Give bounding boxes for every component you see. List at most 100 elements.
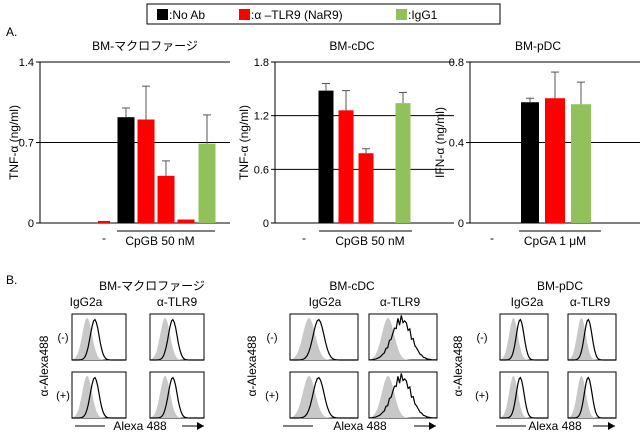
x-label-treatment: CpGB 50 nM bbox=[335, 234, 404, 248]
histogram-box bbox=[71, 371, 127, 419]
isotype-histogram bbox=[290, 317, 358, 360]
histogram-box bbox=[149, 371, 205, 419]
stain-histogram bbox=[290, 318, 358, 361]
histogram-title: BM-マクロファージ bbox=[99, 279, 205, 293]
histogram-set-0: BM-マクロファージ IgG2a α-TLR9 α-Alexa488 (-) (+) Ale… bbox=[37, 279, 205, 433]
histogram-x-label: Alexa 488 bbox=[528, 419, 582, 433]
col-label-igg2a: IgG2a bbox=[70, 295, 103, 309]
y-tick-label: 0.8 bbox=[449, 57, 464, 69]
chart-title: BM-マクロファージ bbox=[92, 39, 198, 53]
histogram-y-label: α-Alexa488 bbox=[245, 335, 259, 396]
col-label-igg2a: IgG2a bbox=[511, 295, 544, 309]
stain-histogram bbox=[290, 376, 358, 419]
col-label-tlr9: α-TLR9 bbox=[380, 295, 421, 309]
histogram-box bbox=[567, 371, 617, 419]
bar-no_ab bbox=[318, 90, 334, 223]
isotype-histogram bbox=[72, 317, 126, 360]
bar-no_ab bbox=[117, 117, 135, 223]
bar-tlr9_b bbox=[358, 153, 374, 223]
histogram-y-label: α-Alexa488 bbox=[37, 335, 51, 396]
isotype-histogram bbox=[500, 317, 548, 360]
y-tick-label: 0 bbox=[28, 218, 34, 230]
histogram-box bbox=[368, 313, 438, 361]
isotype-histogram bbox=[150, 317, 204, 360]
row-label: (+) bbox=[265, 390, 279, 402]
arrowhead-icon bbox=[429, 422, 436, 430]
bar-chart-0: BM-マクロファージ TNF-α (ng/ml) 0 0.7 1.4 - CpGB 50 n… bbox=[7, 39, 230, 248]
bar-igg1 bbox=[198, 143, 216, 223]
x-label-neg: - bbox=[490, 231, 494, 245]
col-label-tlr9: α-TLR9 bbox=[157, 295, 198, 309]
stain-histogram bbox=[368, 373, 438, 419]
legend-label-igg1: :IgG1 bbox=[408, 8, 438, 22]
histogram-set-1: BM-cDC IgG2a α-TLR9 α-Alexa488 (-) (+) Alexa 4… bbox=[245, 279, 438, 433]
histogram-box bbox=[71, 313, 127, 361]
y-tick-label: 0 bbox=[458, 218, 464, 230]
panel-b-label: B. bbox=[6, 273, 17, 287]
y-tick-label: 0.6 bbox=[254, 164, 269, 176]
stain-histogram bbox=[500, 318, 548, 361]
col-label-tlr9: α-TLR9 bbox=[570, 295, 611, 309]
histogram-box bbox=[289, 313, 359, 361]
col-label-igg2a: IgG2a bbox=[309, 295, 342, 309]
histogram-y-label: α-Alexa488 bbox=[451, 335, 465, 396]
histogram-box bbox=[368, 371, 438, 419]
stain-histogram bbox=[72, 318, 126, 361]
legend-label-tlr9: :α –TLR9 (NaR9) bbox=[251, 8, 343, 22]
bar-chart-1: BM-cDC TNF-α (ng/ml) 0 0.6 1.2 1.8 - CpGB 50 nM bbox=[237, 39, 454, 248]
row-label: (-) bbox=[267, 332, 278, 344]
histogram-title: BM-pDC bbox=[537, 279, 583, 293]
bar-igg1 bbox=[571, 104, 591, 223]
y-tick-label: 0.7 bbox=[19, 138, 34, 150]
chart-title: BM-pDC bbox=[515, 39, 561, 53]
chart-title: BM-cDC bbox=[329, 39, 375, 53]
row-label: (+) bbox=[475, 390, 489, 402]
legend-swatch-tlr9 bbox=[239, 9, 250, 20]
arrowhead-icon bbox=[608, 422, 615, 430]
y-tick-label: 0 bbox=[263, 218, 269, 230]
stain-histogram bbox=[568, 318, 616, 361]
histogram-panels: BM-マクロファージ IgG2a α-TLR9 α-Alexa488 (-) (+) Ale… bbox=[37, 279, 617, 433]
stain-histogram bbox=[568, 376, 616, 419]
y-axis-label: TNF-α (ng/ml) bbox=[237, 105, 251, 180]
bar-tlr9_a bbox=[545, 98, 565, 223]
arrowhead-icon bbox=[197, 422, 204, 430]
bar-tlr9_b bbox=[157, 175, 175, 223]
histogram-x-label: Alexa 488 bbox=[333, 419, 387, 433]
panel-a-label: A. bbox=[6, 25, 17, 39]
y-tick-label: 1.2 bbox=[254, 111, 269, 123]
bar-no_ab bbox=[521, 102, 539, 223]
row-label: (-) bbox=[58, 332, 69, 344]
legend-swatch-no-ab bbox=[157, 9, 168, 20]
row-label: (-) bbox=[477, 332, 488, 344]
bar-charts: BM-マクロファージ TNF-α (ng/ml) 0 0.7 1.4 - CpGB 50 n… bbox=[7, 39, 640, 248]
histogram-box bbox=[499, 313, 549, 361]
stain-histogram bbox=[72, 376, 126, 419]
bar-tlr9_a bbox=[137, 119, 155, 223]
x-label-neg: - bbox=[102, 231, 106, 245]
legend-label-no-ab: :No Ab bbox=[169, 8, 205, 22]
row-label: (+) bbox=[56, 390, 70, 402]
y-tick-label: 0.4 bbox=[449, 138, 464, 150]
x-label-treatment: CpGA 1 μM bbox=[524, 234, 586, 248]
histogram-box bbox=[289, 371, 359, 419]
isotype-histogram bbox=[568, 375, 616, 418]
stain-histogram bbox=[500, 376, 548, 419]
isotype-histogram bbox=[290, 375, 358, 418]
isotype-histogram bbox=[500, 375, 548, 418]
bar-tlr9_a bbox=[338, 110, 354, 223]
stain-histogram bbox=[150, 318, 204, 361]
isotype-histogram bbox=[568, 317, 616, 360]
histogram-set-2: BM-pDC IgG2a α-TLR9 α-Alexa488 (-) (+) Alexa 4… bbox=[451, 279, 617, 433]
legend-frame bbox=[146, 3, 501, 25]
x-label-treatment: CpGB 50 nM bbox=[125, 234, 194, 248]
x-label-neg: - bbox=[302, 231, 306, 245]
histogram-title: BM-cDC bbox=[329, 279, 375, 293]
bar-tlr9_c bbox=[177, 219, 195, 223]
isotype-histogram bbox=[72, 375, 126, 418]
y-tick-label: 1.8 bbox=[254, 57, 269, 69]
legend-swatch-igg1 bbox=[396, 9, 407, 20]
isotype-histogram bbox=[150, 375, 204, 418]
stain-histogram bbox=[150, 376, 204, 419]
